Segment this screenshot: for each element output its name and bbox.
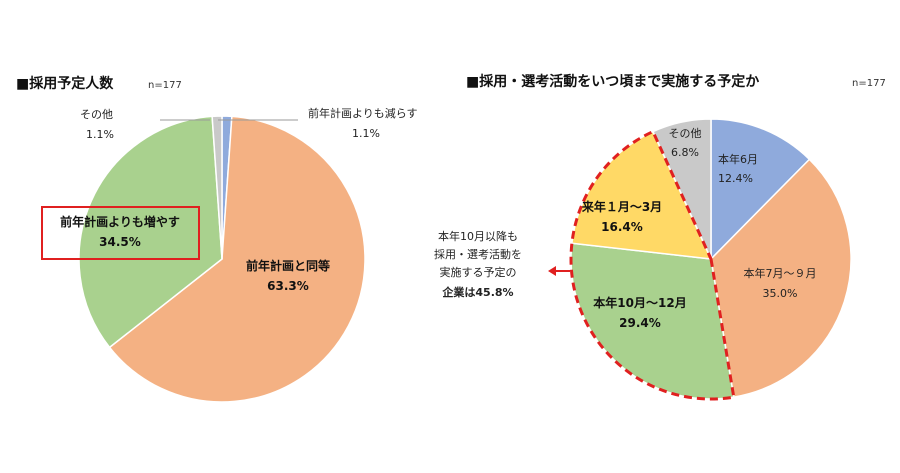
chart-right-n-label: n=177 (852, 78, 886, 89)
slice-value-next-jan-mar: 16.4% (601, 220, 643, 234)
chart-right-title: ■採用・選考活動をいつ頃まで実施する予定か (466, 73, 759, 90)
slice-label-june: 本年6月 (718, 152, 758, 166)
highlight-box-increase (41, 206, 200, 260)
right-pie-slice-0 (710, 118, 811, 261)
left-pie-slice-2 (211, 115, 223, 260)
slice-label-same: 前年計画と同等 (246, 258, 330, 273)
slice-value-june: 12.4% (718, 172, 753, 185)
slice-label-increase: 前年計画よりも増やす (60, 214, 180, 229)
slice-value-other-right: 6.8% (671, 146, 699, 159)
slice-label-next-jan-mar: 来年１月～3月 (581, 199, 662, 214)
chart-left: ■採用予定人数 n=177 その他 1.1% 前年計画よりも減らす 1.1% 前… (16, 75, 418, 403)
slice-value-same: 63.3% (267, 279, 309, 293)
left-pie-slice-1 (78, 115, 223, 349)
annotation-line-4: 企業は45.8% (441, 285, 513, 299)
right-pie-slice-1 (710, 158, 852, 399)
slice-value-increase: 34.5% (99, 235, 141, 249)
slice-value-oct-dec: 29.4% (619, 316, 661, 330)
slice-value-other: 1.1% (86, 128, 114, 141)
dashed-outline-oct-onward (569, 129, 736, 401)
slice-label-other-right: その他 (669, 127, 702, 140)
chart-left-title: ■採用予定人数 (16, 75, 114, 92)
slice-label-other: その他 (80, 108, 113, 121)
annotation-line-2: 採用・選考活動を (434, 247, 522, 261)
chart-right: ■採用・選考活動をいつ頃まで実施する予定か n=177 本年6月 12.4% 本… (434, 73, 886, 401)
pie-left (78, 115, 366, 403)
left-pie-slice-0 (108, 115, 366, 403)
slice-value-decrease: 1.1% (352, 127, 380, 140)
annotation-arrow-head (548, 266, 556, 276)
annotation-line-3: 実施する予定の (440, 265, 517, 279)
slice-label-oct-dec: 本年10月～12月 (593, 295, 686, 310)
chart-left-n-label: n=177 (148, 80, 182, 91)
slice-value-jul-sep: 35.0% (763, 287, 798, 300)
slice-label-decrease: 前年計画よりも減らす (308, 106, 418, 120)
slice-label-jul-sep: 本年7月～９月 (744, 266, 817, 280)
annotation-line-1: 本年10月以降も (438, 229, 518, 243)
